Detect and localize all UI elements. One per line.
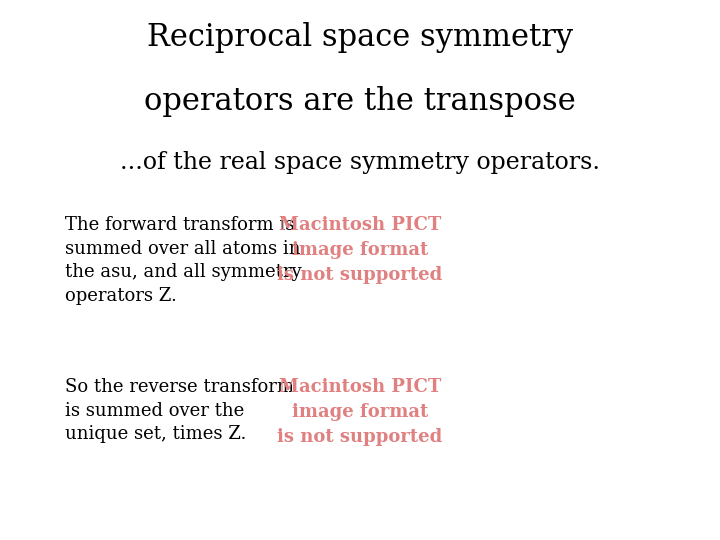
- Text: The forward transform is
summed over all atoms in
the asu, and all symmetry
oper: The forward transform is summed over all…: [65, 216, 302, 305]
- Text: So the reverse transform
is summed over the
unique set, times Z.: So the reverse transform is summed over …: [65, 378, 294, 443]
- Text: Macintosh PICT
image format
is not supported: Macintosh PICT image format is not suppo…: [277, 216, 443, 284]
- Text: Macintosh PICT
image format
is not supported: Macintosh PICT image format is not suppo…: [277, 378, 443, 446]
- Text: Reciprocal space symmetry: Reciprocal space symmetry: [147, 22, 573, 52]
- Text: operators are the transpose: operators are the transpose: [144, 86, 576, 117]
- Text: ...of the real space symmetry operators.: ...of the real space symmetry operators.: [120, 151, 600, 174]
